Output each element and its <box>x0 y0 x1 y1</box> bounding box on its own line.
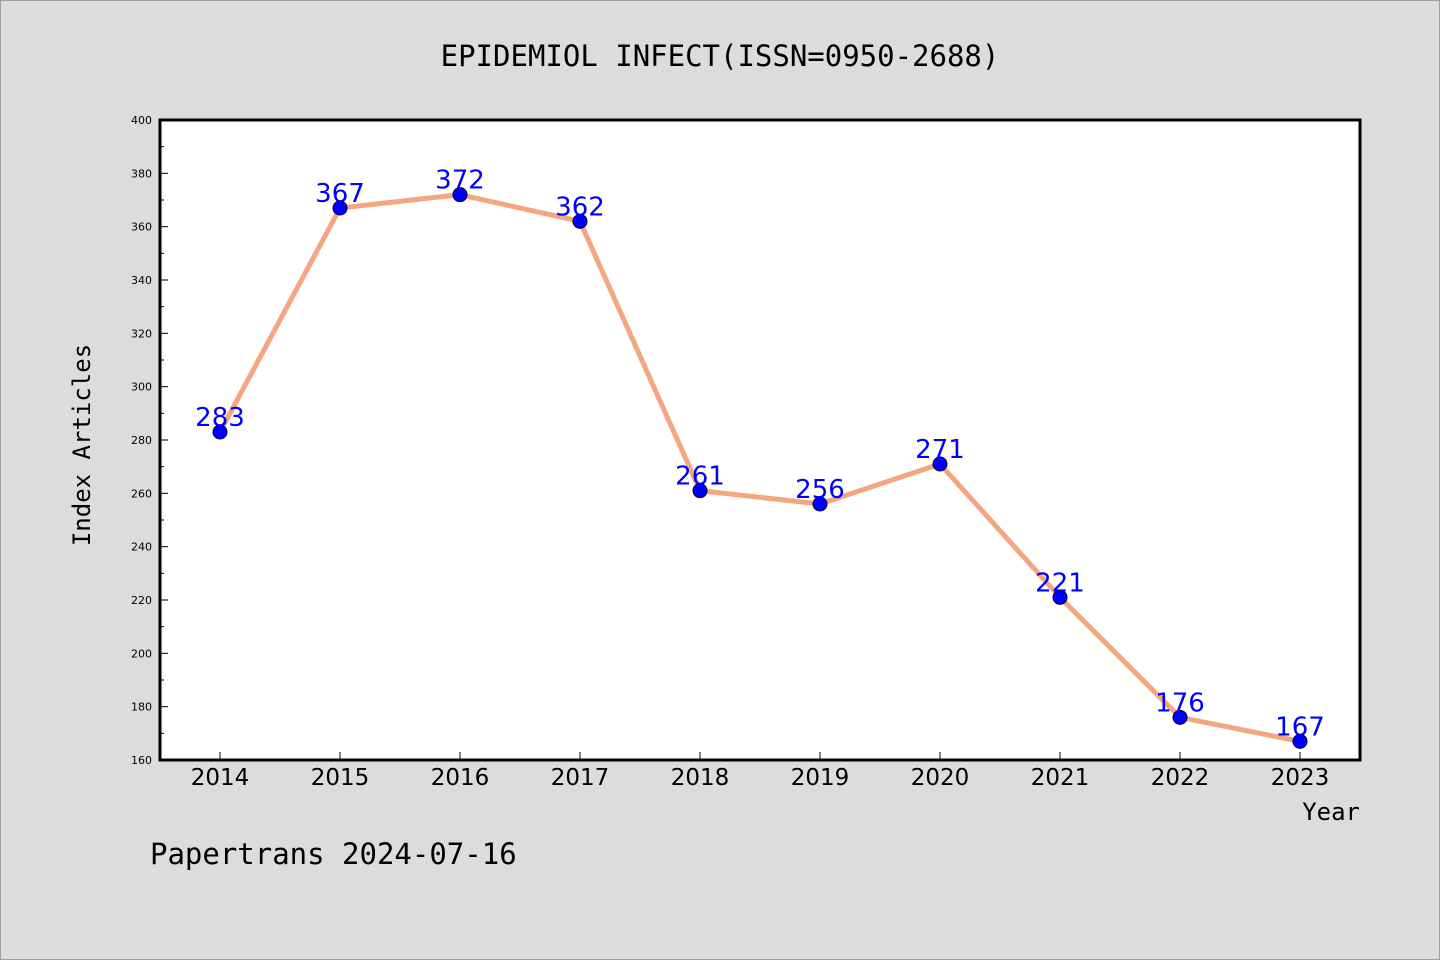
plot-area <box>158 118 1362 762</box>
series-line <box>217 192 1303 744</box>
footer-credit: Papertrans 2024-07-16 <box>150 837 517 871</box>
data-point <box>812 496 828 512</box>
y-tick-label: 400 <box>131 114 152 127</box>
x-tick-label: 2020 <box>911 765 970 791</box>
series-line-group <box>217 192 1303 744</box>
x-axis: 2014 2015 2016 2017 2018 2019 2020 2021 2022 2023 <box>191 752 1330 791</box>
data-label: 271 <box>915 435 965 465</box>
y-tick-label: 260 <box>131 487 152 500</box>
x-tick-label: 2019 <box>791 765 850 791</box>
x-tick-label: 2018 <box>671 765 730 791</box>
y-tick-label: 360 <box>131 221 152 234</box>
x-tick-label: 2023 <box>1271 765 1330 791</box>
y-tick-label: 160 <box>131 754 152 767</box>
x-tick-label: 2021 <box>1031 765 1090 791</box>
data-point <box>572 213 588 229</box>
markers-group <box>212 187 1308 749</box>
y-tick-label: 300 <box>131 381 152 394</box>
x-tick-label: 2022 <box>1151 765 1210 791</box>
y-axis-label: Index Articles <box>68 344 96 546</box>
data-label: 221 <box>1035 568 1085 598</box>
x-axis-label: Year <box>1302 798 1360 826</box>
data-point <box>1292 733 1308 749</box>
data-label: 261 <box>675 462 725 492</box>
y-axis: 160 180 200 220 240 260 280 300 320 340 360 380 400 <box>131 114 168 767</box>
data-label: 167 <box>1275 712 1325 742</box>
y-tick-label: 380 <box>131 167 152 180</box>
data-point <box>1172 709 1188 725</box>
y-tick-label: 320 <box>131 327 152 340</box>
data-point <box>932 456 948 472</box>
data-point <box>452 187 468 203</box>
data-point <box>692 483 708 499</box>
x-tick-label: 2016 <box>431 765 490 791</box>
chart-title: EPIDEMIOL INFECT(ISSN=0950-2688) <box>441 39 1000 73</box>
data-point <box>332 200 348 216</box>
data-label: 362 <box>555 192 605 222</box>
data-point <box>212 424 228 440</box>
x-tick-label: 2014 <box>191 765 250 791</box>
y-tick-label: 200 <box>131 647 152 660</box>
data-label: 256 <box>795 475 845 505</box>
data-label: 283 <box>195 403 245 433</box>
y-tick-label: 220 <box>131 594 152 607</box>
y-tick-label: 240 <box>131 541 152 554</box>
x-tick-label: 2017 <box>551 765 610 791</box>
data-point <box>1052 589 1068 605</box>
y-tick-label: 180 <box>131 701 152 714</box>
data-label: 176 <box>1155 688 1205 718</box>
data-label: 372 <box>435 166 485 196</box>
data-label: 367 <box>315 179 365 209</box>
data-labels-group: 283 367 372 362 261 256 271 221 176 167 <box>195 166 1325 743</box>
x-tick-label: 2015 <box>311 765 370 791</box>
y-tick-label: 280 <box>131 434 152 447</box>
y-tick-label: 340 <box>131 274 152 287</box>
